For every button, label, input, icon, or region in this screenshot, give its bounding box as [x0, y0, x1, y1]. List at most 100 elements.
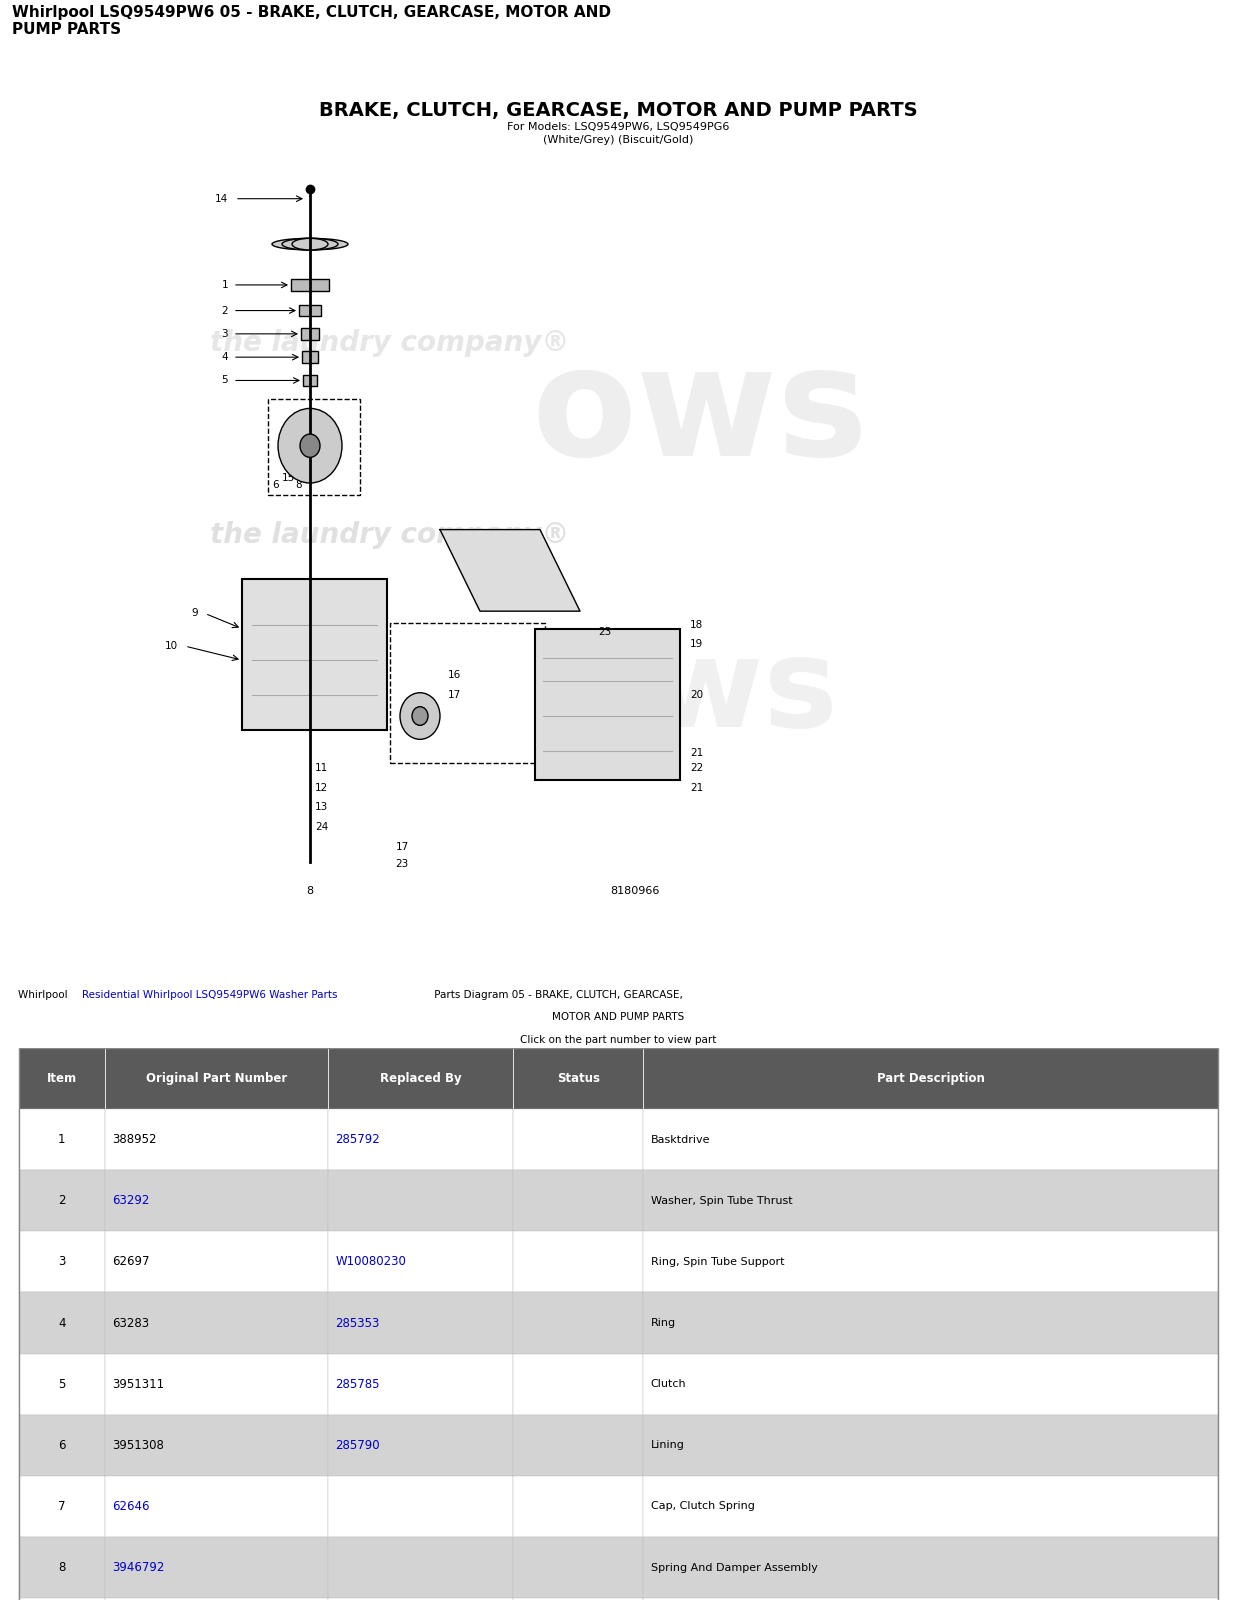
Text: 5: 5 — [58, 1378, 66, 1390]
Bar — [643, 1475, 1218, 1538]
Bar — [105, 1475, 328, 1538]
Text: 8: 8 — [307, 886, 313, 896]
Bar — [19, 1109, 105, 1170]
Text: 21: 21 — [690, 784, 704, 794]
Text: MOTOR AND PUMP PARTS: MOTOR AND PUMP PARTS — [553, 1011, 684, 1021]
Text: Washer, Spin Tube Thrust: Washer, Spin Tube Thrust — [651, 1195, 792, 1206]
Bar — [328, 1354, 513, 1414]
Text: ows: ows — [562, 632, 837, 754]
Text: 2: 2 — [221, 306, 228, 315]
Text: 6: 6 — [272, 480, 278, 490]
Bar — [390, 622, 546, 763]
Circle shape — [412, 707, 428, 725]
Text: 9: 9 — [192, 608, 198, 619]
Text: Lining: Lining — [651, 1440, 684, 1450]
Text: 3951308: 3951308 — [113, 1438, 165, 1451]
Text: 20: 20 — [690, 690, 703, 701]
Bar — [19, 1048, 105, 1109]
Bar — [513, 1475, 643, 1538]
Ellipse shape — [272, 238, 348, 250]
Bar — [19, 1475, 105, 1538]
Bar — [643, 1598, 1218, 1600]
Bar — [105, 1232, 328, 1293]
Text: W10080230: W10080230 — [335, 1256, 406, 1269]
Bar — [328, 1170, 513, 1232]
Bar — [643, 1109, 1218, 1170]
Text: 285790: 285790 — [335, 1438, 380, 1451]
Bar — [328, 1109, 513, 1170]
Text: Ring: Ring — [651, 1318, 675, 1328]
Text: 17: 17 — [396, 842, 408, 851]
Text: 388952: 388952 — [113, 1133, 157, 1146]
Text: 23: 23 — [597, 627, 611, 637]
Text: the laundry company®: the laundry company® — [210, 522, 569, 549]
Bar — [534, 629, 680, 781]
Bar — [328, 1048, 513, 1109]
Circle shape — [400, 693, 440, 739]
Bar — [513, 1354, 643, 1414]
Bar — [643, 1414, 1218, 1475]
Bar — [105, 1293, 328, 1354]
Text: For Models: LSQ9549PW6, LSQ9549PG6: For Models: LSQ9549PW6, LSQ9549PG6 — [507, 122, 729, 131]
Text: 11: 11 — [315, 763, 328, 773]
Text: Basktdrive: Basktdrive — [651, 1134, 710, 1144]
Text: 285792: 285792 — [335, 1133, 380, 1146]
Bar — [328, 1538, 513, 1598]
Text: Whirlpool LSQ9549PW6 05 - BRAKE, CLUTCH, GEARCASE, MOTOR AND
PUMP PARTS: Whirlpool LSQ9549PW6 05 - BRAKE, CLUTCH,… — [12, 5, 611, 37]
Bar — [105, 1048, 328, 1109]
Text: Replaced By: Replaced By — [380, 1072, 461, 1085]
Ellipse shape — [282, 238, 338, 250]
Text: 3951311: 3951311 — [113, 1378, 165, 1390]
Bar — [19, 1232, 105, 1293]
Bar — [19, 1170, 105, 1232]
Bar — [19, 1598, 105, 1600]
Bar — [643, 1170, 1218, 1232]
Text: 12: 12 — [315, 784, 328, 794]
Bar — [19, 1414, 105, 1475]
Bar — [242, 579, 387, 730]
Bar — [643, 1538, 1218, 1598]
Text: Cap, Clutch Spring: Cap, Clutch Spring — [651, 1501, 755, 1512]
Bar — [105, 1414, 328, 1475]
Text: Parts Diagram 05 - BRAKE, CLUTCH, GEARCASE,: Parts Diagram 05 - BRAKE, CLUTCH, GEARCA… — [432, 990, 683, 1000]
Text: 8180966: 8180966 — [611, 886, 661, 896]
Text: 14: 14 — [215, 194, 228, 203]
Text: 10: 10 — [165, 642, 178, 651]
Text: 1: 1 — [58, 1133, 66, 1146]
Bar — [328, 1475, 513, 1538]
Text: 3: 3 — [221, 330, 228, 339]
Text: 62646: 62646 — [113, 1499, 150, 1514]
Bar — [299, 304, 320, 317]
Text: 285353: 285353 — [335, 1317, 380, 1330]
Bar — [328, 1293, 513, 1354]
Text: 2: 2 — [58, 1194, 66, 1208]
Circle shape — [278, 408, 341, 483]
Text: 24: 24 — [315, 822, 328, 832]
Text: BRAKE, CLUTCH, GEARCASE, MOTOR AND PUMP PARTS: BRAKE, CLUTCH, GEARCASE, MOTOR AND PUMP … — [319, 101, 918, 120]
Bar — [303, 374, 317, 386]
Text: Status: Status — [557, 1072, 600, 1085]
Bar — [105, 1109, 328, 1170]
Text: 4: 4 — [58, 1317, 66, 1330]
Bar — [643, 1048, 1218, 1109]
Bar — [513, 1048, 643, 1109]
Text: 22: 22 — [690, 763, 704, 773]
Text: 23: 23 — [396, 859, 408, 869]
Text: 4: 4 — [221, 352, 228, 362]
Text: ows: ows — [532, 339, 868, 488]
Text: 3: 3 — [58, 1256, 66, 1269]
Bar — [19, 1538, 105, 1598]
Bar — [513, 1293, 643, 1354]
Text: 18: 18 — [690, 621, 704, 630]
Bar — [19, 1293, 105, 1354]
Text: Click on the part number to view part: Click on the part number to view part — [521, 1035, 716, 1045]
Bar — [328, 1414, 513, 1475]
Text: Item: Item — [47, 1072, 77, 1085]
Bar — [105, 1170, 328, 1232]
Bar — [302, 352, 318, 363]
Bar — [328, 1232, 513, 1293]
Bar — [643, 1354, 1218, 1414]
Text: 5: 5 — [221, 376, 228, 386]
Bar — [513, 1232, 643, 1293]
Bar — [513, 1109, 643, 1170]
